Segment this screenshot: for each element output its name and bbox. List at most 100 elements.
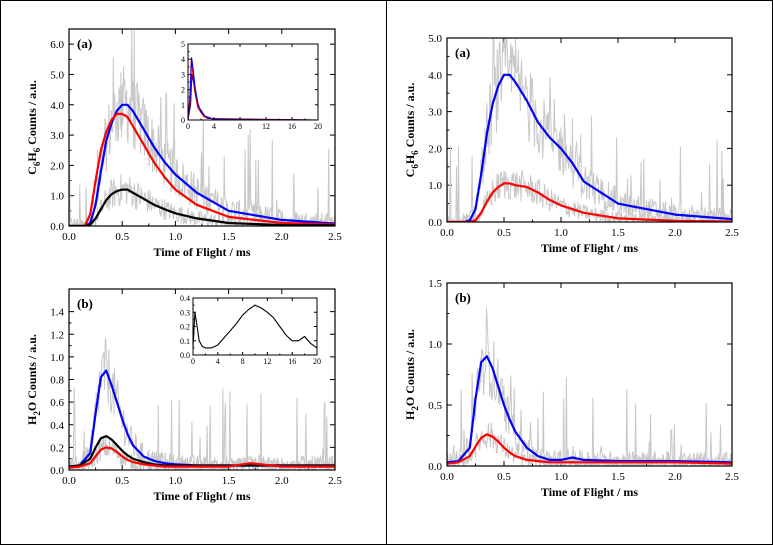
figure-divider: [386, 0, 387, 545]
series-line: [69, 112, 335, 226]
y-axis-label: C6H6 Counts / a.u.: [25, 80, 42, 175]
x-axis-label: Time of Flight / ms: [153, 489, 250, 503]
panel-label: (a): [77, 36, 92, 51]
y-tick-label: 4.0: [50, 100, 64, 112]
inset-x-tick-label: 20: [314, 122, 322, 131]
chart-panel-r-b: 0.0 0.5 1.0 1.5 2.0 2.5 0.0 0.5 1.0 1.5 (b) Time of…: [403, 278, 739, 499]
y-tick-label: 1.2: [50, 329, 64, 341]
chart-panel-l-b: 0.0 0.5 1.0 1.5 2.0 2.5 0.0 0.2 0.4 0.6 0.8 1.0 1.2 1…: [25, 288, 342, 503]
y-tick-label: 2.0: [428, 143, 442, 155]
x-tick-label: 1.5: [222, 231, 236, 243]
inset-x-tick-label: 8: [241, 357, 245, 366]
series-line: [447, 73, 732, 222]
series-line: [69, 103, 335, 226]
x-tick-label: 2.5: [328, 475, 342, 487]
x-tick-label: 0.0: [62, 231, 76, 243]
y-axis-label: H2O Counts / a.u.: [25, 334, 42, 425]
x-axis-label: Time of Flight / ms: [541, 241, 638, 255]
inset-frame: [192, 297, 318, 356]
x-tick-label: 1.0: [554, 227, 568, 239]
plot-frame: [446, 37, 733, 223]
series-line: [447, 355, 732, 464]
x-tick-label: 1.0: [554, 471, 568, 483]
inset-y-tick-label: 0.1: [180, 337, 190, 346]
x-tick-label: 1.0: [169, 231, 183, 243]
panel-label: (b): [77, 296, 93, 311]
x-tick-label: 1.0: [169, 475, 183, 487]
y-tick-label: 0.6: [50, 397, 64, 409]
y-tick-label: 0.2: [50, 442, 64, 454]
y-tick-label: 0.4: [50, 420, 64, 432]
inset-x-tick-label: 16: [288, 122, 296, 131]
inset-x-tick-label: 4: [216, 357, 220, 366]
inset-chart: 0 4 8 12 16 20 0.0 0.1 0.2 0.3 0.4: [180, 294, 321, 366]
y-tick-label: 0.0: [428, 461, 442, 473]
y-tick-label: 1.5: [428, 278, 442, 290]
y-tick-label: 2.0: [50, 160, 64, 172]
series-line: [447, 182, 732, 222]
inset-x-tick-label: 20: [313, 357, 321, 366]
inset-y-tick-label: 0: [181, 116, 185, 125]
inset-y-tick-label: 5: [181, 40, 185, 49]
y-axis-label: H2O Counts / a.u.: [403, 329, 420, 420]
y-tick-label: 0.0: [428, 217, 442, 229]
series-line: [69, 446, 335, 469]
raw-data-trace: [447, 307, 732, 466]
y-axis-label: C6H6 Counts / a.u.: [403, 83, 420, 178]
y-tick-label: 1.0: [428, 339, 442, 351]
y-tick-label: 0.0: [50, 221, 64, 233]
y-tick-label: 3.0: [50, 130, 64, 142]
plot-area: [69, 29, 335, 226]
inset-x-tick-label: 8: [238, 122, 242, 131]
x-tick-label: 1.5: [222, 475, 236, 487]
y-tick-label: 1.0: [50, 352, 64, 364]
chart-panel-r-a: 0.0 0.5 1.0 1.5 2.0 2.5 0.0 1.0 2.0 3.0 4.0 5.0 (a) T…: [403, 33, 739, 255]
inset-x-tick-label: 0: [186, 122, 190, 131]
plot-frame: [68, 288, 336, 471]
inset-y-tick-label: 0.3: [180, 308, 190, 317]
panel-label: (a): [455, 45, 470, 60]
x-tick-label: 0.5: [115, 231, 129, 243]
inset-x-tick-label: 0: [191, 357, 195, 366]
plot-frame: [446, 282, 733, 467]
y-tick-label: 4.0: [428, 70, 442, 82]
y-tick-label: 5.0: [50, 69, 64, 81]
x-tick-label: 2.0: [275, 231, 289, 243]
x-tick-label: 0.5: [115, 475, 129, 487]
panel-label: (b): [455, 290, 471, 305]
inset-x-tick-label: 12: [262, 122, 270, 131]
raw-data-trace: [447, 38, 732, 222]
y-tick-label: 0.0: [50, 465, 64, 477]
inset-y-tick-label: 1: [181, 101, 185, 110]
x-tick-label: 0.5: [497, 227, 511, 239]
series-line: [69, 188, 335, 226]
x-tick-label: 1.5: [611, 227, 625, 239]
inset-y-tick-label: 0.4: [180, 294, 190, 303]
inset-y-tick-label: 0.0: [180, 351, 190, 360]
inset-y-tick-label: 4: [181, 55, 185, 64]
chart-panel-l-a: 0.0 0.5 1.0 1.5 2.0 2.5 0.0 1.0 2.0 3.0 4.0 5.0 6.0 (…: [25, 28, 342, 259]
x-axis-label: Time of Flight / ms: [153, 245, 250, 259]
x-tick-label: 2.5: [725, 227, 739, 239]
plot-area: [447, 38, 732, 222]
inset-series-line: [188, 73, 318, 120]
y-tick-label: 3.0: [428, 107, 442, 119]
plot-area: [69, 337, 335, 470]
inset-y-tick-label: 2: [181, 86, 185, 95]
y-tick-label: 5.0: [428, 33, 442, 45]
inset-series-line: [193, 304, 317, 349]
inset-y-tick-label: 0.2: [180, 323, 190, 332]
inset-x-tick-label: 4: [212, 122, 216, 131]
y-tick-label: 6.0: [50, 39, 64, 51]
x-tick-label: 2.0: [275, 475, 289, 487]
x-tick-label: 1.5: [611, 471, 625, 483]
inset-x-tick-label: 16: [288, 357, 296, 366]
y-tick-label: 0.8: [50, 375, 64, 387]
x-tick-label: 0.0: [440, 471, 454, 483]
x-tick-label: 0.0: [440, 227, 454, 239]
y-tick-label: 1.0: [50, 191, 64, 203]
x-tick-label: 0.5: [497, 471, 511, 483]
x-tick-label: 2.5: [725, 471, 739, 483]
